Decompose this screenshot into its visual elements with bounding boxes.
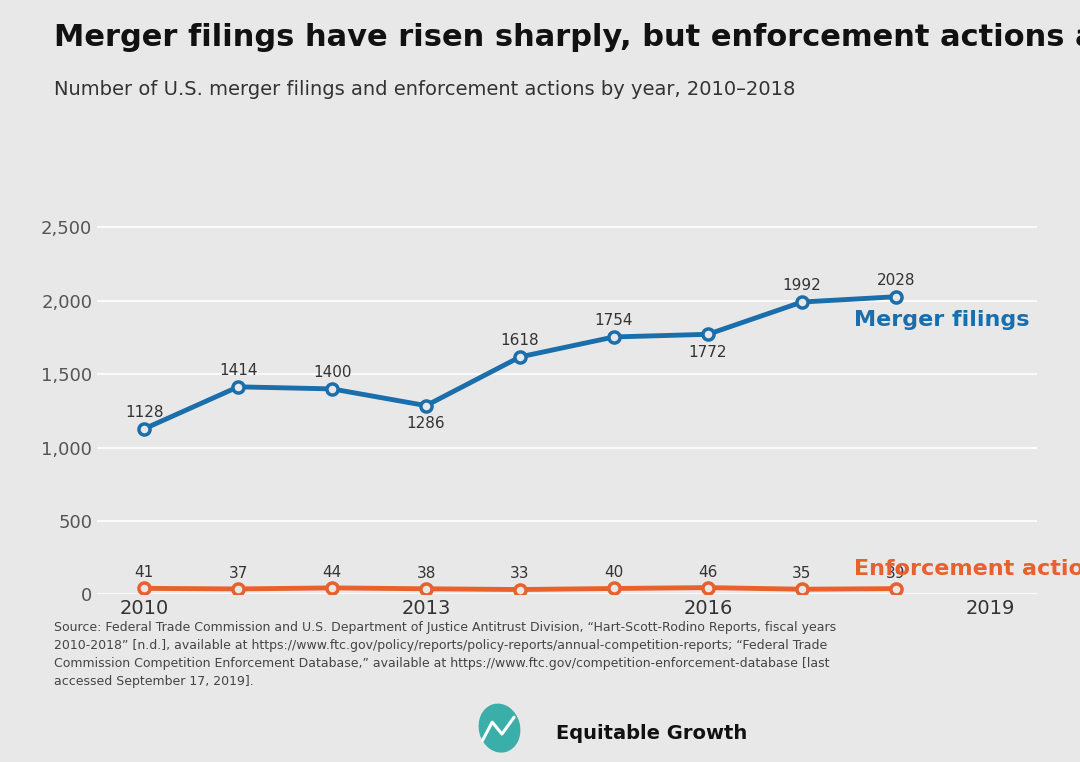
Text: Merger filings have risen sharply, but enforcement actions are stagnant: Merger filings have risen sharply, but e… <box>54 23 1080 52</box>
Text: Source: Federal Trade Commission and U.S. Department of Justice Antitrust Divisi: Source: Federal Trade Commission and U.S… <box>54 621 836 688</box>
Text: 44: 44 <box>323 565 341 580</box>
Text: 1772: 1772 <box>689 344 727 360</box>
Text: 1400: 1400 <box>313 365 351 380</box>
Text: 33: 33 <box>510 566 530 581</box>
Text: 38: 38 <box>417 565 435 581</box>
Text: 1992: 1992 <box>783 278 821 293</box>
Text: Merger filings: Merger filings <box>853 310 1029 330</box>
Text: Equitable Growth: Equitable Growth <box>556 724 747 742</box>
Text: Number of U.S. merger filings and enforcement actions by year, 2010–2018: Number of U.S. merger filings and enforc… <box>54 80 795 99</box>
Text: 1754: 1754 <box>595 313 633 328</box>
Text: 39: 39 <box>886 565 906 581</box>
Text: 1128: 1128 <box>125 405 163 420</box>
Ellipse shape <box>478 703 521 753</box>
Text: Enforcement actions: Enforcement actions <box>853 559 1080 578</box>
Text: 2028: 2028 <box>877 273 915 288</box>
Text: 1286: 1286 <box>407 416 445 431</box>
Text: 1618: 1618 <box>501 333 539 348</box>
Text: 1414: 1414 <box>219 363 257 378</box>
Text: 40: 40 <box>605 565 623 581</box>
Text: 41: 41 <box>135 565 153 581</box>
Text: 35: 35 <box>793 566 811 581</box>
Text: 37: 37 <box>229 566 247 581</box>
Text: 46: 46 <box>699 565 717 580</box>
